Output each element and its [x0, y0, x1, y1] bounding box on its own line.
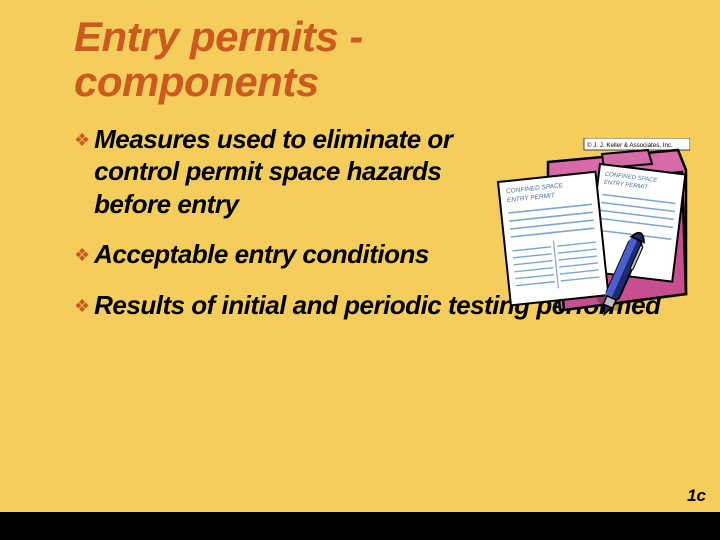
bullet-text: Acceptable entry conditions — [94, 238, 429, 271]
bullet-lead: Acceptable — [94, 239, 228, 269]
permit-illustration: © J. J. Keller & Associates, Inc. CONFIN… — [482, 138, 690, 326]
copyright-text: © J. J. Keller & Associates, Inc. — [587, 142, 673, 149]
page-number: 1c — [687, 486, 706, 506]
page-title: Entry permits - components — [74, 14, 672, 105]
title-line-2: components — [74, 58, 319, 105]
diamond-icon: ❖ — [74, 124, 90, 156]
bullet-lead: Results — [94, 290, 184, 320]
bottom-stripe — [0, 512, 720, 540]
bullet-lead: Measures — [94, 124, 210, 154]
diamond-icon: ❖ — [74, 239, 90, 271]
diamond-icon: ❖ — [74, 290, 90, 322]
bullet-text: Measures used to eliminate or control pe… — [94, 123, 494, 221]
title-line-1: Entry permits - — [74, 13, 363, 60]
bullet-rest: entry conditions — [228, 239, 429, 269]
